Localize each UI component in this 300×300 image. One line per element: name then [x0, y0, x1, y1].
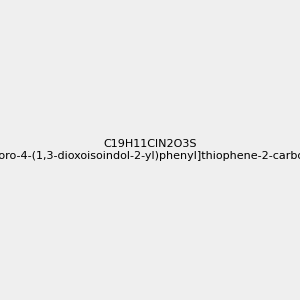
Text: C19H11ClN2O3S
N-[2-chloro-4-(1,3-dioxoisoindol-2-yl)phenyl]thiophene-2-carboxami: C19H11ClN2O3S N-[2-chloro-4-(1,3-dioxois… — [0, 139, 300, 161]
